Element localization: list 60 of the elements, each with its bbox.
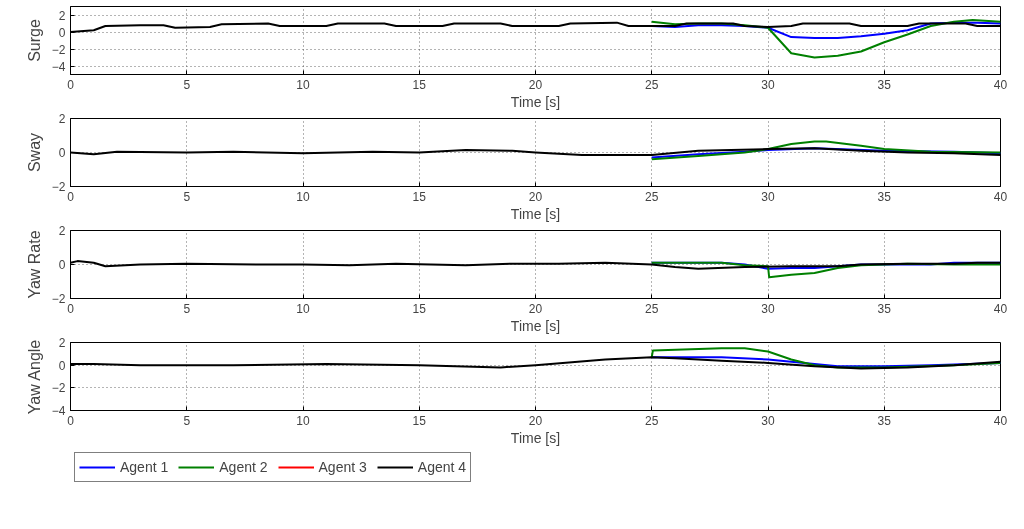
x-tick-label: 35 — [877, 301, 892, 316]
x-tick-label: 30 — [761, 413, 775, 428]
y-tick-label: 0 — [58, 258, 66, 272]
y-tick-label: 0 — [58, 25, 66, 40]
y-tick-label: 2 — [58, 112, 66, 126]
x-tick-label: 30 — [761, 77, 775, 92]
x-tick-label: 15 — [412, 77, 427, 92]
y-tick-label: 2 — [58, 336, 66, 350]
x-tick-label: 40 — [993, 77, 1008, 92]
x-tick-label: 15 — [412, 189, 427, 204]
y-tick-label: −2 — [51, 381, 66, 396]
x-tick-label: 25 — [645, 77, 659, 92]
x-tick-label: 35 — [877, 413, 892, 428]
x-tick-label: 35 — [877, 77, 892, 92]
x-axis-title: Time [s] — [510, 317, 561, 334]
y-tick-label: −2 — [51, 42, 66, 57]
x-tick-label: 15 — [412, 413, 427, 428]
x-tick-label: 10 — [296, 301, 310, 316]
x-tick-label: 25 — [645, 301, 659, 316]
x-tick-label: 25 — [645, 413, 659, 428]
x-tick-label: 10 — [296, 413, 310, 428]
y-tick-label: 2 — [58, 8, 66, 23]
x-tick-label: 15 — [412, 301, 427, 316]
x-tick-label: 10 — [296, 77, 310, 92]
x-tick-label: 20 — [528, 189, 543, 204]
x-tick-label: 10 — [296, 189, 310, 204]
y-axis-title: Yaw Rate — [25, 230, 43, 299]
x-axis-title: Time [s] — [510, 429, 561, 446]
x-tick-label: 20 — [528, 301, 543, 316]
x-tick-label: 30 — [761, 189, 775, 204]
x-tick-label: 5 — [183, 77, 191, 92]
x-tick-label: 40 — [993, 413, 1008, 428]
y-tick-label: 0 — [58, 146, 66, 160]
y-axis-title: Yaw Angle — [25, 339, 43, 415]
y-tick-label: 2 — [58, 224, 66, 238]
x-axis-title: Time [s] — [510, 205, 561, 222]
y-tick-label: −2 — [51, 292, 66, 306]
x-tick-label: 35 — [877, 189, 892, 204]
y-tick-label: −2 — [51, 180, 66, 194]
x-tick-label: 30 — [761, 301, 775, 316]
y-tick-label: −4 — [51, 59, 66, 74]
x-tick-label: 40 — [993, 189, 1008, 204]
legend-label: Agent 3 — [318, 459, 367, 475]
legend-label: Agent 4 — [417, 459, 467, 475]
x-tick-label: 40 — [993, 301, 1008, 316]
y-tick-label: 0 — [58, 358, 66, 373]
x-tick-label: 5 — [183, 189, 191, 204]
y-axis-title: Sway — [25, 132, 43, 173]
x-tick-label: 5 — [183, 301, 191, 316]
line-series — [650, 140, 1001, 161]
line-series — [650, 347, 1001, 369]
x-tick-label: 25 — [645, 189, 659, 204]
y-tick-label: −4 — [51, 404, 66, 418]
x-axis-title: Time [s] — [510, 93, 561, 110]
y-axis-title: Surge — [25, 19, 43, 62]
x-tick-label: 5 — [183, 413, 191, 428]
legend-label: Agent 2 — [219, 459, 268, 475]
legend-label: Agent 1 — [120, 459, 169, 475]
x-tick-label: 20 — [528, 413, 543, 428]
x-tick-label: 20 — [528, 77, 543, 92]
